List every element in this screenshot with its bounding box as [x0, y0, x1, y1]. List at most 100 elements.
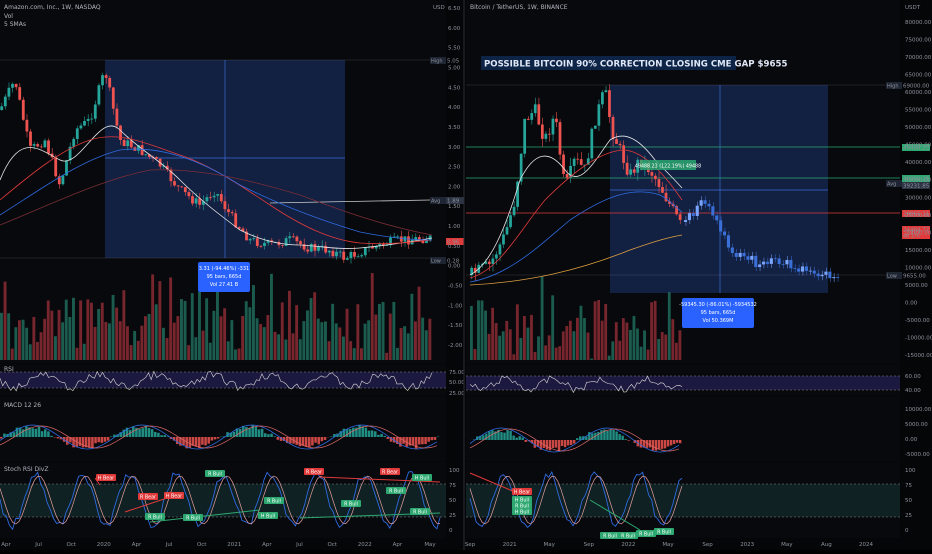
left-candle: [22, 100, 25, 120]
left-signal-badge: R Bull: [205, 470, 225, 477]
left-macd-bar: [189, 437, 192, 448]
left-macd-bar: [424, 437, 427, 444]
left-macd-bar: [383, 436, 386, 437]
right-volume-bar: [481, 300, 484, 360]
right-price-tick: 50000.00: [905, 125, 932, 131]
left-candle: [310, 244, 313, 252]
right-price-tick: 65000.00: [905, 73, 932, 79]
right-candle: [598, 104, 601, 125]
left-candle: [29, 132, 32, 146]
left-candle: [90, 119, 93, 120]
left-candle: [364, 247, 367, 255]
left-chart-pane[interactable]: Amazon.com, Inc., 1W, NASDAQ Vol 5 SMAs …: [0, 0, 464, 363]
left-candle: [191, 196, 194, 203]
svg-text:-59345.30 (-86.01%) -5934532: -59345.30 (-86.01%) -5934532: [679, 302, 757, 308]
left-price-tick: 1.00: [448, 224, 461, 230]
projected-candle: [704, 200, 707, 204]
left-volume-bar: [256, 318, 259, 360]
left-signal-badge: R Bull: [341, 500, 361, 507]
left-macd-bar: [358, 425, 361, 437]
projected-candle: [782, 264, 785, 265]
left-macd-bar: [182, 437, 185, 445]
right-price-tick: 0.00: [905, 300, 918, 306]
left-macd-bar: [431, 437, 434, 440]
left-volume-bar: [148, 314, 151, 360]
right-macd-bar: [521, 437, 523, 440]
left-macd-bar: [324, 437, 327, 440]
svg-text:Vol 27.41 B: Vol 27.41 B: [210, 282, 239, 288]
left-candle: [288, 236, 291, 238]
left-volume-bar: [43, 319, 46, 360]
left-macd-bar: [107, 437, 110, 441]
left-volume-bar: [410, 294, 413, 360]
left-volume-bar: [180, 299, 183, 360]
right-macd-bar: [552, 440, 554, 448]
right-measure-region[interactable]: [610, 85, 828, 293]
left-macd-bar: [47, 431, 50, 437]
left-macd-bar: [195, 437, 198, 447]
left-macd-bar: [160, 435, 163, 437]
svg-text:R Bull: R Bull: [413, 509, 427, 515]
left-candle: [299, 241, 302, 244]
left-volume-bar: [302, 321, 305, 360]
right-macd-bar: [525, 440, 527, 442]
right-volume-bar: [580, 306, 583, 360]
right-macd-bar: [591, 433, 593, 440]
svg-text:10000.00: 10000.00: [905, 407, 932, 413]
svg-text:R Bear: R Bear: [382, 469, 398, 475]
left-volume-bar: [79, 300, 82, 360]
left-sma-label: 5 SMAs: [4, 21, 26, 28]
left-candle: [220, 194, 223, 201]
right-volume-bar: [594, 301, 597, 360]
right-chart-pane[interactable]: Bitcoin / TetherUS, 1W, BINANCE USDT POS…: [466, 0, 932, 363]
svg-text:Low: Low: [887, 274, 897, 280]
left-candle: [126, 140, 129, 146]
right-price-tick: -10000.00: [905, 336, 932, 342]
svg-text:Avg: Avg: [431, 199, 440, 205]
left-price-tick: 1.50: [448, 204, 461, 210]
right-macd-bar: [561, 440, 563, 446]
left-volume-bar: [292, 333, 295, 360]
left-candle: [105, 75, 108, 78]
left-macd-bar: [35, 429, 38, 437]
left-volume-bar: [371, 273, 374, 360]
right-macd-bar: [649, 440, 651, 447]
right-macd-bar: [515, 438, 517, 440]
left-signal-badge: R Bear: [138, 493, 158, 500]
left-volume-bar: [270, 274, 273, 360]
right-rsi-pane: 60.00 40.00: [466, 364, 921, 396]
right-price-tick: 25000.00: [905, 213, 932, 219]
right-time-tick: May: [544, 542, 556, 548]
left-candle: [353, 252, 356, 257]
svg-text:60.00: 60.00: [905, 374, 921, 380]
projected-candle: [754, 256, 757, 267]
left-time-tick: Apr: [393, 542, 403, 548]
projected-candle: [828, 272, 831, 279]
right-signal-badge: H Bull: [512, 508, 532, 515]
right-candle: [562, 155, 565, 175]
left-candle: [234, 213, 237, 227]
right-volume-bar: [541, 277, 544, 360]
left-candle: [83, 121, 86, 126]
right-volume-bar: [491, 308, 494, 360]
left-candle: [173, 181, 176, 185]
left-signal-badge: R Bull: [410, 508, 430, 515]
left-volume-bar: [364, 324, 367, 360]
right-volume-bar: [657, 339, 660, 360]
right-high-value: 69000.00: [903, 84, 930, 90]
left-macd-bar: [94, 437, 97, 443]
left-macd-bar: [434, 437, 437, 440]
left-volume-bar: [115, 308, 118, 360]
left-candle: [112, 87, 115, 108]
left-price-tick: 3.00: [448, 145, 461, 151]
left-volume-bar: [47, 300, 50, 360]
left-volume-bar: [50, 311, 53, 360]
right-macd-bar: [615, 431, 617, 440]
left-candle: [400, 236, 403, 241]
right-macd-bar: [570, 440, 572, 445]
right-candle: [608, 90, 611, 117]
right-macd-bar: [667, 440, 669, 446]
right-measure-tooltip: -59345.30 (-86.01%) -5934532 95 bars, 66…: [679, 298, 757, 328]
svg-text:50.00: 50.00: [449, 380, 465, 386]
projected-candle: [731, 248, 734, 253]
